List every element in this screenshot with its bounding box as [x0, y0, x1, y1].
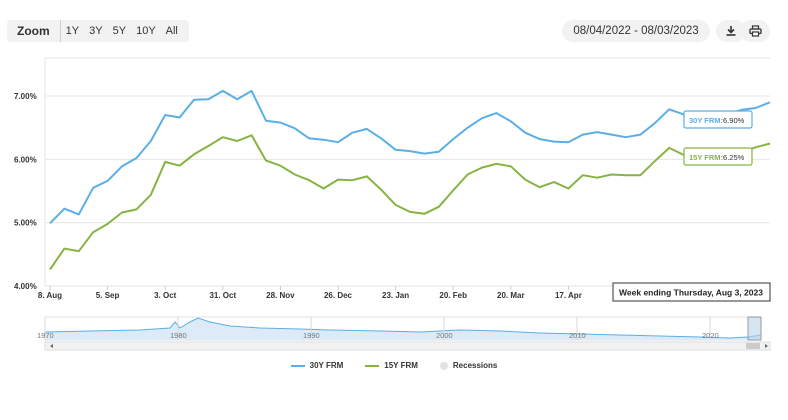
date-range-display[interactable]: 08/04/2022 - 08/03/2023 [562, 20, 710, 42]
tooltip-30y: 30Y FRM:6.90% [683, 110, 753, 129]
y-tick-label: 5.00% [14, 219, 37, 228]
legend: 30Y FRM 15Y FRM Recessions [0, 361, 788, 370]
tooltip-value: 6.90% [723, 116, 745, 125]
zoom-10y-button[interactable]: 10Y [136, 25, 156, 37]
legend-swatch [290, 364, 305, 367]
navigator-scrollbar [44, 341, 771, 351]
series-line-15y [49, 134, 771, 271]
legend-swatch [365, 364, 380, 367]
download-button[interactable] [716, 20, 746, 42]
zoom-3y-button[interactable]: 3Y [89, 25, 103, 37]
series-line-30y [49, 89, 771, 225]
navigator[interactable]: 1970 1980 1990 2000 2010 2020 [37, 316, 771, 351]
y-tick-label: 4.00% [14, 282, 37, 291]
grid [44, 57, 770, 287]
x-tick-label: 28. Nov [266, 291, 295, 300]
zoom-bar: Zoom 1Y 3Y 5Y 10Y All [7, 20, 189, 42]
y-axis: 4.00% 5.00% 6.00% 7.00% [14, 92, 37, 291]
x-tick-label: 20. Feb [439, 291, 467, 300]
navigator-tick-label: 1980 [170, 331, 187, 340]
scroll-left-icon [50, 344, 53, 348]
navigator-tick-label: 1970 [37, 331, 54, 340]
zoom-label: Zoom [7, 20, 61, 42]
x-tick-label: 3. Oct [154, 291, 177, 300]
navigator-tick-label: 2000 [436, 331, 453, 340]
y-tick-label: 7.00% [14, 92, 37, 101]
tooltip-label: 30Y FRM:6.90% [689, 116, 745, 125]
printer-icon [748, 25, 762, 37]
tooltip-label: 15Y FRM:6.25% [689, 153, 745, 162]
crosshair-label: Week ending Thursday, Aug 3, 2023 [612, 282, 771, 302]
navigator-tick-label: 2010 [569, 331, 586, 340]
tooltip-box [683, 110, 753, 129]
x-tick-label: 20. Mar [497, 291, 525, 300]
zoom-1y-button[interactable]: 1Y [65, 25, 80, 37]
legend-label: 15Y FRM [384, 361, 418, 370]
navigator-tick-label: 2020 [702, 331, 719, 340]
x-tick-label: 17. Apr [555, 291, 582, 300]
legend-swatch [439, 361, 448, 370]
y-tick-label: 6.00% [14, 155, 37, 164]
tooltip-15y: 15Y FRM:6.25% [683, 147, 753, 166]
plot-background [45, 58, 770, 286]
print-button[interactable] [740, 20, 770, 42]
crosshair-box [612, 282, 771, 302]
download-icon [726, 26, 736, 36]
tooltips: 30Y FRM:6.90% 15Y FRM:6.25% Week ending Th… [612, 110, 771, 302]
zoom-all-button[interactable]: All [165, 25, 178, 37]
tooltip-value: 6.25% [723, 153, 745, 162]
legend-label: Recessions [452, 361, 498, 370]
x-tick-label: 26. Dec [324, 291, 353, 300]
x-tick-label: 23. Jan [382, 291, 409, 300]
x-axis: 8. Aug 5. Sep 3. Oct 31. Oct 28. Nov 26. Dec 2… [38, 286, 639, 300]
legend-item-15y[interactable]: 15Y FRM [365, 361, 418, 370]
tooltip-box [683, 147, 753, 166]
x-tick-label: 5. Sep [96, 291, 120, 300]
x-tick-label: 8. Aug [38, 291, 62, 300]
legend-item-recessions[interactable]: Recessions [439, 361, 498, 370]
scroll-thumb [746, 343, 760, 349]
navigator-line [44, 317, 762, 339]
x-tick-label: 31. Oct [209, 291, 236, 300]
zoom-5y-button[interactable]: 5Y [112, 25, 127, 37]
series-lines [49, 89, 771, 271]
navigator-selection [747, 316, 762, 341]
legend-item-30y[interactable]: 30Y FRM [290, 361, 344, 370]
crosshair-text: Week ending Thursday, Aug 3, 2023 [619, 288, 763, 298]
navigator-tick-label: 1990 [303, 331, 320, 340]
scroll-right-icon [765, 344, 768, 348]
legend-label: 30Y FRM [309, 361, 344, 370]
